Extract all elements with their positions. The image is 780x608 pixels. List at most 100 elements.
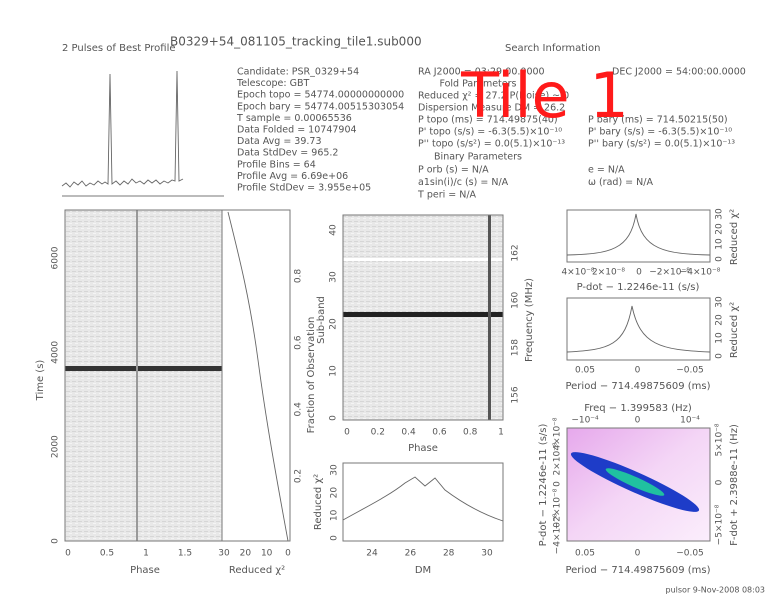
tick-label: 0.2 bbox=[294, 469, 304, 483]
tick-label: 162 bbox=[511, 244, 521, 261]
tick-label: 4×10⁻⁸ bbox=[561, 268, 594, 278]
time-phase-image bbox=[65, 210, 222, 541]
tick-label: 0.4 bbox=[401, 428, 416, 438]
footer: pulsor 9-Nov-2008 08:03 bbox=[666, 586, 765, 595]
tick-label: 0 bbox=[51, 538, 61, 544]
axis-label: Reduced χ² bbox=[729, 302, 740, 358]
tick-label: 30 bbox=[330, 464, 340, 476]
candidate-line: Data Avg = 39.73 bbox=[237, 136, 322, 147]
tick-label: 1 bbox=[143, 549, 149, 559]
candidate-line: T sample = 0.00065536 bbox=[236, 113, 352, 124]
tick-label: 0.05 bbox=[575, 549, 595, 559]
tick-label: 20 bbox=[330, 487, 340, 499]
plots bbox=[61, 70, 711, 542]
pdot-curve bbox=[566, 213, 711, 256]
frame bbox=[342, 462, 504, 542]
axis-label: P-dot − 1.2246e-11 (s/s) bbox=[538, 424, 549, 547]
tick-label: 1 bbox=[498, 428, 504, 438]
axis-label: Period − 714.49875609 (ms) bbox=[565, 565, 710, 576]
tick-label: −10⁻⁴ bbox=[571, 416, 599, 426]
tick-label: 0 bbox=[636, 268, 642, 278]
axis-label: Reduced χ² bbox=[229, 565, 285, 576]
tick-label: 30 bbox=[218, 549, 230, 559]
info-line: P topo (ms) = 714.49875(40) bbox=[418, 115, 558, 126]
tick-label: −2×10⁻⁸ bbox=[649, 268, 690, 278]
axis-label: Frequency (MHz) bbox=[524, 278, 535, 362]
axis-label: Fraction of Observation bbox=[306, 317, 317, 434]
info-line: ω (rad) = N/A bbox=[588, 177, 653, 188]
frame bbox=[566, 209, 711, 263]
tick-label: 10 bbox=[329, 365, 339, 377]
axis-label: Phase bbox=[408, 443, 438, 454]
candidate-line: Data Folded = 10747904 bbox=[237, 125, 357, 136]
info-line: RA J2000 = 03:29:00.0000 bbox=[418, 67, 545, 78]
tick-label: 1.5 bbox=[178, 549, 192, 559]
tick-label: 20 bbox=[240, 549, 252, 559]
tick-label: 156 bbox=[511, 386, 521, 403]
tick-label: 10 bbox=[261, 549, 273, 559]
axis-label: F-dot + 2.3988e-11 (Hz) bbox=[729, 424, 740, 546]
info-line: Dispersion Measure DM = 26.2 bbox=[418, 103, 565, 114]
tick-label: 4×10⁻⁸ bbox=[553, 417, 563, 450]
subband-line bbox=[488, 215, 491, 420]
tick-label: 2×10⁻⁸ bbox=[592, 268, 625, 278]
tick-label: 26 bbox=[405, 549, 417, 559]
subband-gap bbox=[343, 258, 503, 261]
candidate-line: Epoch topo = 54774.00000000000 bbox=[237, 90, 404, 101]
info-heading: Fold Parameters bbox=[439, 79, 516, 90]
info-line: Reduced χ² = 27.2 P(Noise) ~ 0 bbox=[418, 91, 569, 102]
subband-image bbox=[343, 215, 503, 420]
tick-label: 10 bbox=[715, 332, 725, 344]
tick-label: 20 bbox=[715, 314, 725, 326]
frame bbox=[221, 209, 291, 542]
tick-label: 4000 bbox=[51, 341, 61, 364]
axis-label: Reduced χ² bbox=[729, 209, 740, 265]
tick-label: 0 bbox=[329, 415, 339, 421]
info-line: e = N/A bbox=[588, 165, 625, 176]
tick-label: 20 bbox=[715, 223, 725, 235]
tick-label: 10 bbox=[330, 509, 340, 521]
tick-label: 2×10⁻⁸ bbox=[553, 442, 563, 475]
tick-label: 2000 bbox=[51, 435, 61, 458]
tick-label: 160 bbox=[511, 291, 521, 308]
tick-label: 0 bbox=[285, 549, 291, 559]
tick-label: 0 bbox=[344, 428, 350, 438]
tick-label: 20 bbox=[329, 318, 339, 330]
info-line: T peri = N/A bbox=[417, 190, 477, 201]
axis-label: Time (s) bbox=[35, 360, 46, 402]
axis-label: Sub-band bbox=[316, 296, 327, 344]
tick-label: 30 bbox=[329, 271, 339, 283]
pulse-line bbox=[136, 210, 138, 541]
profile-curve bbox=[61, 70, 184, 188]
tick-label: 0.4 bbox=[294, 402, 304, 417]
tick-label: 0.8 bbox=[294, 269, 304, 284]
tick-label: 0 bbox=[553, 481, 563, 487]
title: B0329+54_081105_tracking_tile1.sub000 bbox=[170, 35, 422, 49]
tick-label: 0 bbox=[635, 416, 641, 426]
info-line: DEC J2000 = 54:00:00.0000 bbox=[612, 67, 746, 78]
axis-label: DM bbox=[415, 565, 431, 576]
axis-label: Period − 714.49875609 (ms) bbox=[565, 381, 710, 392]
tick-label: 0 bbox=[635, 549, 641, 559]
tick-label: 6000 bbox=[51, 246, 61, 269]
info-heading: Binary Parameters bbox=[434, 152, 522, 163]
profile-title: 2 Pulses of Best Profile bbox=[62, 43, 176, 54]
tick-label: 30 bbox=[715, 296, 725, 308]
axis-label: Phase bbox=[130, 565, 160, 576]
tick-label: −4×10⁻⁸ bbox=[680, 268, 721, 278]
info-line: P' bary (s/s) = -6.3(5.5)×10⁻¹⁰ bbox=[588, 127, 732, 138]
info-line: P orb (s) = N/A bbox=[418, 165, 489, 176]
candidate-line: Epoch bary = 54774.00515303054 bbox=[237, 101, 404, 112]
tick-label: −0.05 bbox=[676, 549, 704, 559]
panel-title: Freq − 1.399583 (Hz) bbox=[584, 403, 692, 414]
period-curve bbox=[566, 305, 711, 353]
frame bbox=[566, 297, 711, 361]
candidate-line: Profile Bins = 64 bbox=[237, 159, 316, 170]
info-line: a1sin(i)/c (s) = N/A bbox=[418, 177, 509, 188]
tick-label: −2×10⁻⁸ bbox=[553, 488, 563, 529]
subband-stripe bbox=[343, 312, 503, 317]
tick-label: 0.5 bbox=[100, 549, 114, 559]
tick-label: 10⁻⁴ bbox=[680, 416, 700, 426]
tick-label: 0 bbox=[330, 535, 340, 541]
